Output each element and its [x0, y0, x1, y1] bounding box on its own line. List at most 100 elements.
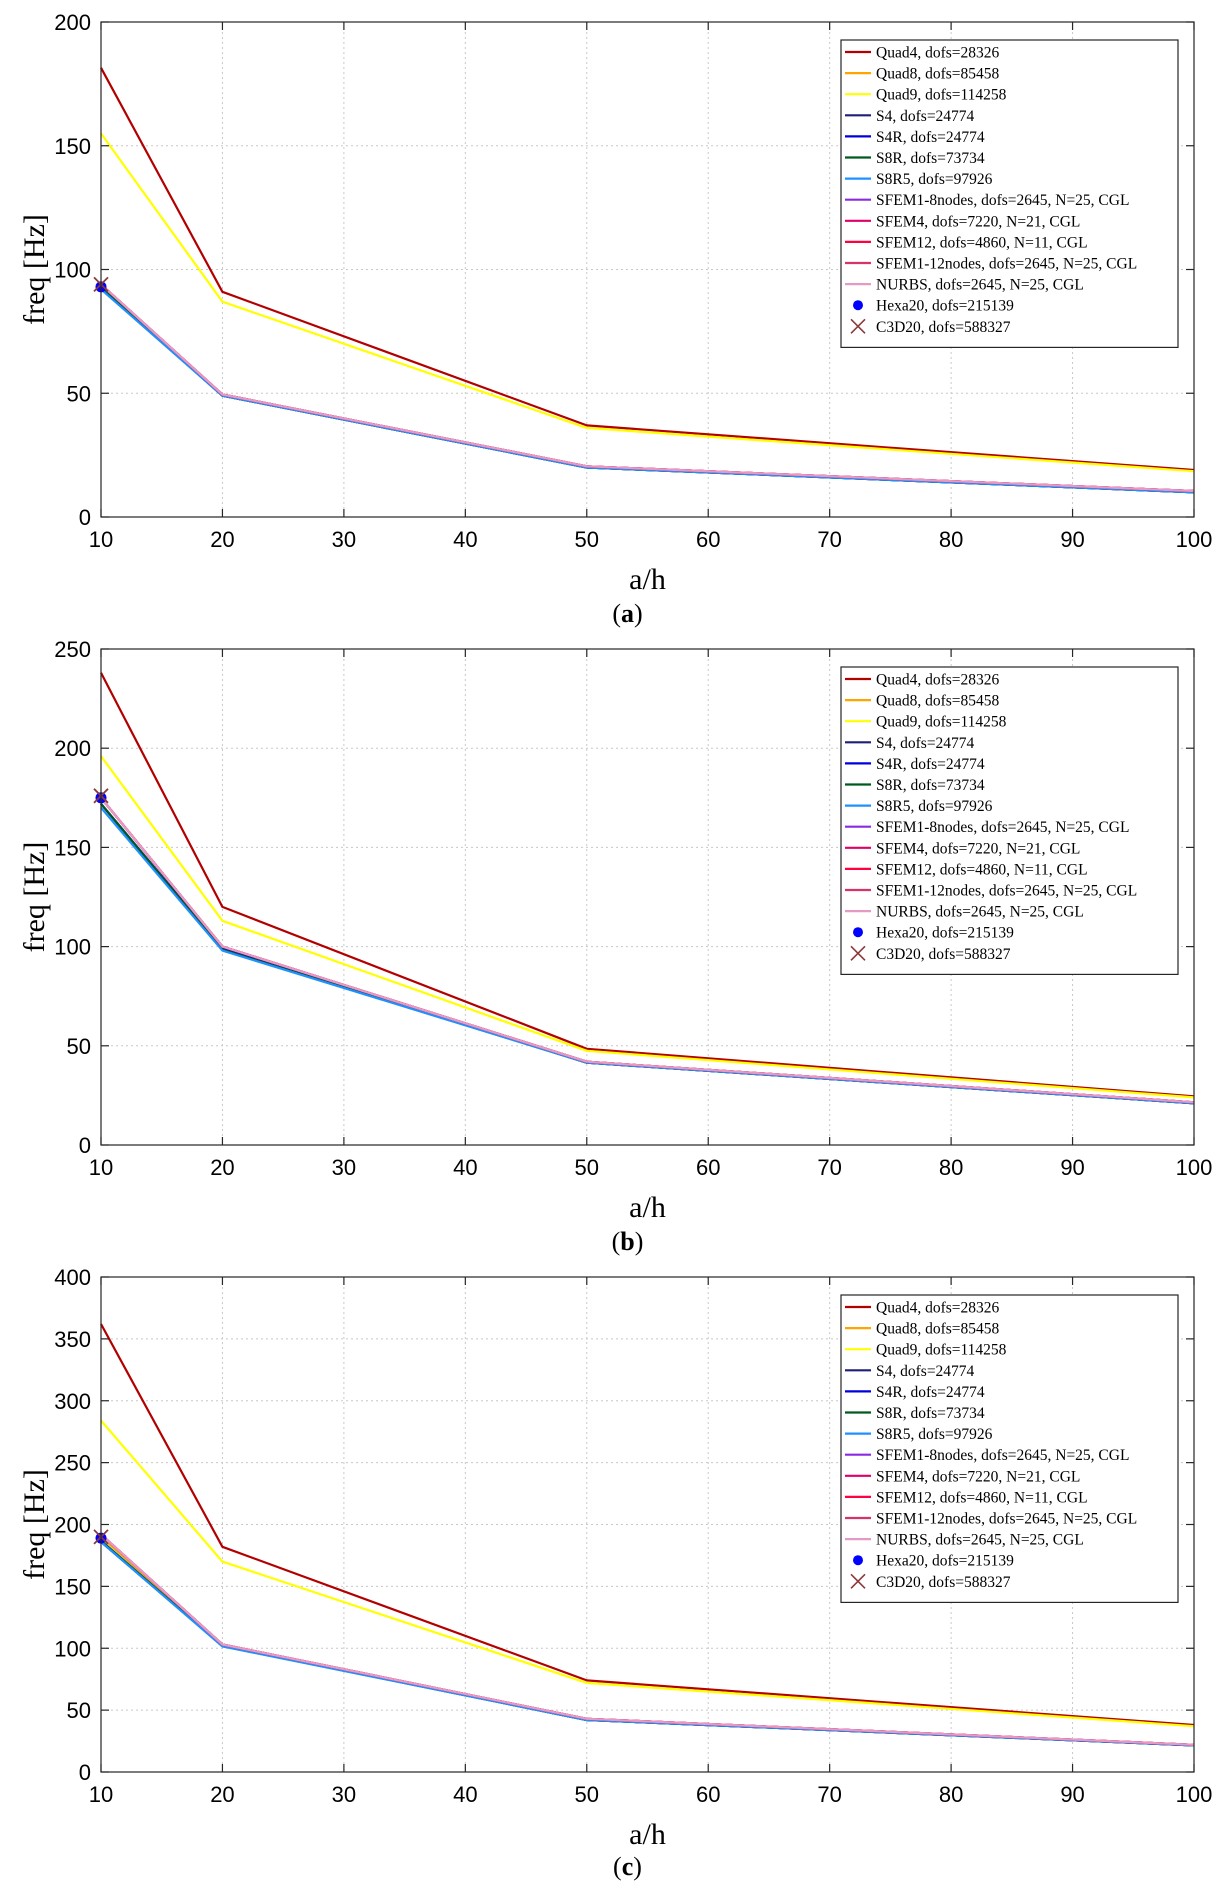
legend-label: SFEM4, dofs=7220, N=21, CGL	[876, 840, 1080, 857]
legend-label: Hexa20, dofs=215139	[876, 925, 1014, 942]
series-line	[100, 283, 1195, 493]
chart-panel: 10 20 30 40 50 60 70 80 90 100 0 50 100 150 200 250 300 3…	[18, 1265, 1212, 1881]
legend-label: Quad8, dofs=85458	[876, 693, 1000, 710]
legend-label: SFEM1-8nodes, dofs=2645, N=25, CGL	[876, 1447, 1129, 1464]
legend-swatch	[853, 1555, 863, 1566]
legend-label: SFEM4, dofs=7220, N=21, CGL	[876, 1468, 1080, 1485]
y-tick-label: 150	[54, 835, 91, 860]
x-tick-label: 20	[210, 1782, 234, 1807]
y-tick-label: 50	[67, 1034, 91, 1059]
legend-item: S4R, dofs=24774	[845, 129, 985, 146]
x-axis-label: a/h	[629, 1818, 666, 1851]
legend-label: S4, dofs=24774	[876, 108, 975, 125]
series-line	[100, 288, 1195, 494]
panel-caption: (a)	[612, 599, 642, 628]
legend-label: Quad9, dofs=114258	[876, 87, 1007, 104]
x-tick-label: 60	[696, 1782, 720, 1807]
y-tick-label: 0	[79, 1760, 91, 1785]
legend-item: SFEM12, dofs=4860, N=11, CGL	[845, 1489, 1088, 1506]
axes-frame	[100, 648, 1195, 1146]
x-tick-label: 20	[210, 1155, 234, 1180]
series-line	[100, 755, 1195, 1099]
x-tick-label: 10	[89, 1782, 113, 1807]
legend-item: SFEM4, dofs=7220, N=21, CGL	[845, 1468, 1080, 1485]
legend-label: S8R, dofs=73734	[876, 1405, 985, 1422]
y-tick-label: 50	[67, 1698, 91, 1723]
x-tick-label: 90	[1060, 1782, 1084, 1807]
legend-item: Quad9, dofs=114258	[845, 1342, 1007, 1359]
legend-label: Hexa20, dofs=215139	[876, 298, 1014, 315]
legend-label: Quad4, dofs=28326	[876, 1300, 1000, 1317]
x-axis-label: a/h	[629, 1191, 666, 1224]
x-tick-label: 40	[453, 1782, 477, 1807]
legend-item: SFEM1-8nodes, dofs=2645, N=25, CGL	[845, 1447, 1129, 1464]
y-axis-label: freq [Hz]	[18, 1469, 51, 1580]
x-tick-label: 20	[210, 527, 234, 552]
y-tick-label: 250	[54, 637, 91, 662]
legend-label: S8R, dofs=73734	[876, 777, 985, 794]
legend-item: Quad8, dofs=85458	[845, 1321, 1000, 1338]
legend-item: Quad9, dofs=114258	[845, 714, 1007, 731]
legend-label: Quad9, dofs=114258	[876, 1342, 1007, 1359]
legend-label: Quad4, dofs=28326	[876, 672, 1000, 689]
legend-box	[840, 1294, 1179, 1603]
legend-item: SFEM1-12nodes, dofs=2645, N=25, CGL	[845, 1511, 1137, 1528]
legend-box	[840, 666, 1179, 975]
legend-item: S4, dofs=24774	[845, 735, 975, 752]
legend-item: S4R, dofs=24774	[845, 756, 985, 773]
legend-item: Hexa20, dofs=215139	[853, 298, 1014, 315]
legend-item: Quad4, dofs=28326	[845, 45, 1000, 62]
series-line	[100, 672, 1195, 1098]
legend-item: S4, dofs=24774	[845, 1363, 975, 1380]
legend-item: S8R, dofs=73734	[845, 150, 985, 167]
x-tick-label: 10	[89, 1155, 113, 1180]
legend-item: C3D20, dofs=588327	[850, 1573, 1011, 1591]
x-tick-label: 60	[696, 1155, 720, 1180]
x-tick-label: 90	[1060, 1155, 1084, 1180]
y-tick-label: 350	[54, 1327, 91, 1352]
legend: Quad4, dofs=28326 Quad8, dofs=85458 Quad9,…	[840, 39, 1179, 348]
legend-swatch	[853, 300, 863, 311]
legend-label: SFEM12, dofs=4860, N=11, CGL	[876, 1489, 1088, 1506]
chart-panel: 10 20 30 40 50 60 70 80 90 100 0 50 100 150 200 a/h freq…	[18, 10, 1212, 628]
panel-caption: (c)	[613, 1852, 642, 1881]
legend-item: SFEM12, dofs=4860, N=11, CGL	[845, 234, 1088, 251]
x-tick-label: 80	[939, 527, 963, 552]
chart-panel: 10 20 30 40 50 60 70 80 90 100 0 50 100 150 200 250 a/h f…	[18, 637, 1212, 1256]
legend-item: C3D20, dofs=588327	[850, 945, 1011, 963]
x-tick-label: 100	[1176, 527, 1213, 552]
legend-label: S8R5, dofs=97926	[876, 798, 993, 815]
x-tick-label: 70	[817, 527, 841, 552]
legend-item: C3D20, dofs=588327	[850, 318, 1011, 336]
legend-item: SFEM1-12nodes, dofs=2645, N=25, CGL	[845, 883, 1137, 900]
legend: Quad4, dofs=28326 Quad8, dofs=85458 Quad9,…	[840, 666, 1179, 975]
x-tick-label: 40	[453, 527, 477, 552]
y-tick-label: 150	[54, 134, 91, 159]
series-line	[100, 1323, 1195, 1727]
legend-label: S8R5, dofs=97926	[876, 1426, 993, 1443]
legend-item: S8R5, dofs=97926	[845, 171, 993, 188]
legend-item: NURBS, dofs=2645, N=25, CGL	[845, 1532, 1084, 1549]
legend-item: SFEM12, dofs=4860, N=11, CGL	[845, 861, 1088, 878]
y-tick-label: 150	[54, 1574, 91, 1599]
legend-swatch	[850, 1573, 866, 1589]
legend-item: NURBS, dofs=2645, N=25, CGL	[845, 277, 1084, 294]
legend-label: NURBS, dofs=2645, N=25, CGL	[876, 277, 1084, 294]
x-tick-label: 90	[1060, 527, 1084, 552]
legend-label: SFEM4, dofs=7220, N=21, CGL	[876, 213, 1080, 230]
legend-item: Hexa20, dofs=215139	[853, 1553, 1014, 1570]
series-line	[100, 797, 1195, 1104]
legend-item: Hexa20, dofs=215139	[853, 925, 1014, 942]
legend-item: SFEM1-8nodes, dofs=2645, N=25, CGL	[845, 192, 1129, 209]
y-tick-label: 100	[54, 1636, 91, 1661]
y-tick-label: 100	[54, 935, 91, 960]
legend-label: Quad4, dofs=28326	[876, 45, 1000, 62]
legend-label: S8R5, dofs=97926	[876, 171, 993, 188]
legend-label: C3D20, dofs=588327	[876, 1574, 1011, 1591]
y-tick-label: 200	[54, 1513, 91, 1538]
series-line	[100, 67, 1195, 472]
legend-label: SFEM1-8nodes, dofs=2645, N=25, CGL	[876, 819, 1129, 836]
panel-caption: (b)	[612, 1227, 644, 1256]
legend-label: S4R, dofs=24774	[876, 1384, 985, 1401]
